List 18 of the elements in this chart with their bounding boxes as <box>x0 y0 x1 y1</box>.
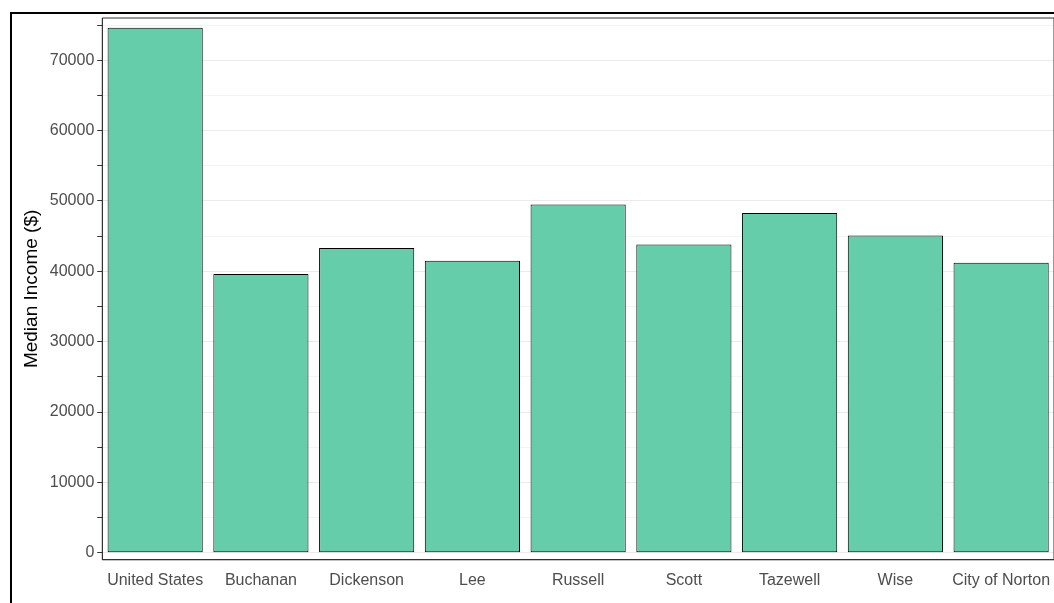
y-axis-title: Median Income ($) <box>19 209 41 369</box>
x-tick-label: Dickenson <box>329 570 405 588</box>
y-tick-label: 10000 <box>49 472 95 490</box>
x-tick-label: Buchanan <box>224 570 297 588</box>
y-tick-label: 70000 <box>49 50 95 68</box>
y-tick-label: 40000 <box>49 261 95 279</box>
x-tick-label: Russell <box>551 570 605 588</box>
y-tick-label: 50000 <box>49 191 95 209</box>
x-tick-label: Tazewell <box>758 570 821 588</box>
x-tick-label: Wise <box>877 570 914 588</box>
y-tick-label: 0 <box>85 543 95 561</box>
x-tick-label: Scott <box>665 570 703 588</box>
x-tick-label: City of Norton <box>952 570 1051 588</box>
x-tick-label: United States <box>107 570 204 588</box>
y-tick-label: 30000 <box>49 332 95 350</box>
y-tick-label: 20000 <box>49 402 95 420</box>
x-tick-label: Lee <box>459 570 486 588</box>
y-tick-label: 60000 <box>49 120 95 138</box>
